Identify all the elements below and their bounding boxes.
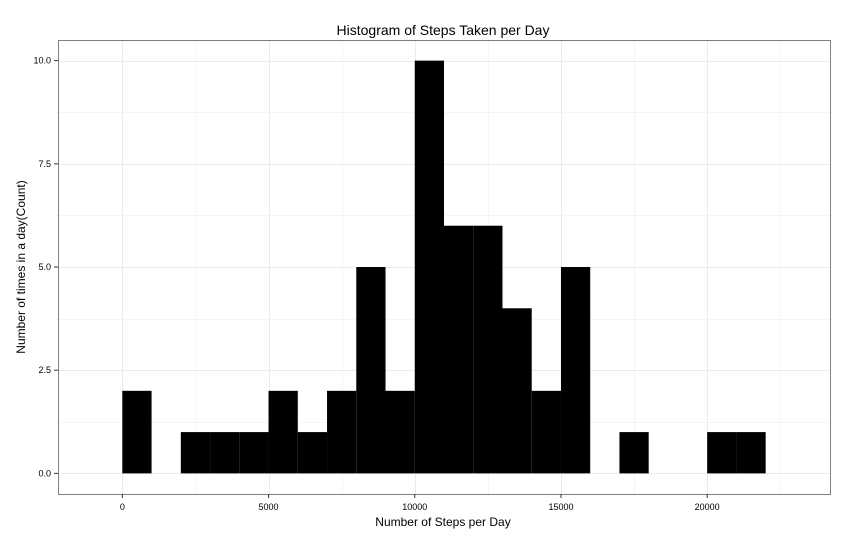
x-tick-label: 10000 (402, 502, 427, 512)
histogram-bar (560, 267, 591, 474)
histogram-bar (122, 390, 152, 474)
histogram-bar (502, 308, 532, 474)
histogram-bar (327, 390, 357, 474)
chart-title: Histogram of Steps Taken per Day (337, 22, 550, 38)
histogram-bar (297, 432, 328, 474)
x-tick-label: 0 (120, 502, 125, 512)
histogram-bar (531, 390, 561, 474)
x-tick-label: 5000 (259, 502, 279, 512)
x-axis-title: Number of Steps per Day (375, 515, 510, 529)
x-axis-ticks: 0 5000 10000 15000 20000 (120, 494, 720, 512)
y-tick-label: 7.5 (38, 159, 51, 169)
y-axis-title: Number of times in a day(Count) (14, 180, 28, 353)
bars (122, 60, 766, 474)
x-tick-label: 20000 (695, 502, 720, 512)
y-axis-ticks: 0.0 2.5 5.0 7.5 10.0 (33, 56, 58, 478)
histogram-bar (180, 432, 211, 474)
y-tick-label: 0.0 (38, 468, 51, 478)
y-tick-label: 2.5 (38, 365, 51, 375)
histogram-bar (414, 60, 444, 474)
panel-border (58, 40, 831, 495)
histogram-bar (239, 432, 269, 474)
y-tick-label: 10.0 (33, 56, 51, 66)
histogram-bar (356, 267, 386, 474)
histogram-bar (473, 225, 503, 474)
histogram-bar (268, 390, 298, 474)
y-tick-label: 5.0 (38, 262, 51, 272)
histogram-bar (707, 432, 737, 474)
histogram-bar (619, 432, 649, 474)
histogram-bar (736, 432, 766, 474)
histogram-bar (210, 432, 240, 474)
histogram-bar (385, 390, 415, 474)
histogram-bar (444, 225, 474, 474)
x-tick-label: 15000 (548, 502, 573, 512)
